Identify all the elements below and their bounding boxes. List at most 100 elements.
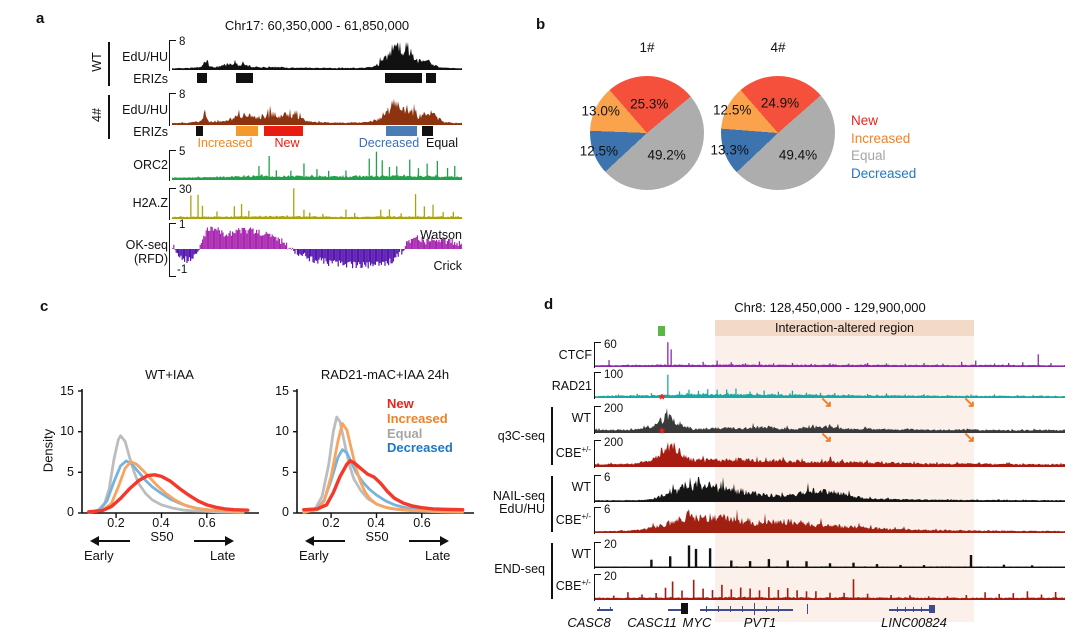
cbe-sup: +/-	[581, 512, 591, 521]
asterisk-marker-icon: *	[659, 391, 665, 408]
pie-chart-1: 25.3% 49.2% 12.5% 13.0%	[580, 76, 704, 190]
track-rad21	[595, 374, 1065, 398]
row-label-eduhu-4: EdU/HU	[122, 103, 168, 117]
cbe-text: CBE	[555, 579, 582, 594]
cbe-sup: +/-	[581, 445, 591, 454]
gene-label-myc: MYC	[682, 615, 712, 630]
scale-ok-top: 1	[179, 219, 186, 231]
track-eduhu-wt	[172, 42, 462, 70]
x-axis-label-1: S50	[150, 529, 174, 544]
scale-bracket-orc2	[169, 150, 176, 181]
gene-exon-tick	[730, 606, 732, 612]
track-h2az	[172, 188, 462, 219]
cbe-sup: +/-	[581, 578, 591, 587]
early-arrow-2	[305, 535, 345, 546]
ytick-15: 15	[60, 384, 74, 398]
eriz-box	[236, 73, 253, 83]
eriz-class-increased: Increased	[197, 136, 253, 150]
orange-arrow-icon: ↘	[963, 429, 976, 446]
ytick-5b: 5	[282, 465, 289, 479]
gene-exon-tick	[905, 607, 907, 612]
pie-slice-label: 49.2%	[647, 147, 686, 163]
legend-item-equal: Equal	[387, 425, 423, 441]
late-arrow-2	[409, 535, 449, 546]
row-label-q3c-wt: WT	[571, 411, 591, 425]
scale-end-wt: 20	[604, 539, 617, 551]
gene-exon-tick	[807, 604, 809, 614]
scale-bracket-end-cbe	[594, 574, 601, 601]
eriz-box	[422, 126, 433, 136]
scale-bracket-nail-cbe	[594, 507, 601, 534]
scale-bracket-q3c-cbe	[594, 440, 601, 468]
track-eduhu-4	[172, 98, 462, 125]
row-label-nail-cbe: CBE+/-	[521, 512, 591, 527]
orange-arrow-icon: ↘	[963, 394, 976, 411]
ytick-15b: 15	[275, 384, 289, 398]
pie-slice-label: 49.4%	[778, 147, 818, 163]
gene-annotation-track	[595, 600, 1065, 616]
scale-eduhu-4: 8	[179, 89, 186, 101]
legend-item-new: New	[387, 396, 414, 411]
scale-bracket-rad21	[594, 372, 601, 399]
scale-bracket-nail-wt	[594, 475, 601, 503]
scale-bracket-end-wt	[594, 542, 601, 569]
asterisk-marker-icon: *	[659, 425, 665, 442]
gene-line	[597, 609, 613, 611]
panel-c-label: c	[40, 298, 49, 315]
density-legend: New Increased Equal Decreased	[387, 396, 453, 456]
gene-exon-box	[929, 605, 935, 613]
row-label-okseq: OK-seq	[125, 238, 168, 252]
early-label-2: Early	[299, 548, 329, 563]
row-label-nail-wt: WT	[571, 480, 591, 494]
panel-a-title: Chr17: 60,350,000 - 61,850,000	[224, 18, 410, 33]
scale-q3c-wt: 200	[604, 403, 624, 415]
gene-exon-tick	[742, 606, 744, 612]
gene-label-casc11: CASC11	[627, 615, 677, 630]
density-plot-rad21	[293, 389, 474, 518]
scale-nail-wt: 6	[604, 472, 611, 484]
legend-item-decreased: Decreased	[851, 165, 917, 181]
ytick-0: 0	[67, 505, 74, 519]
group-label-end: END-seq	[494, 562, 545, 576]
panel-d-label: d	[544, 296, 554, 313]
xtick-04: 0.4	[152, 516, 170, 530]
orange-arrow-icon: ↘	[820, 394, 833, 411]
gene-label-casc8: CASC8	[567, 615, 611, 630]
erizs-4-row	[172, 126, 462, 136]
eriz-class-new: New	[274, 136, 300, 150]
gene-exon-tick	[913, 607, 915, 612]
legend-item-equal: Equal	[851, 148, 886, 163]
gene-label-linc00824: LINC00824	[881, 615, 947, 630]
late-label-1: Late	[210, 548, 236, 563]
pie-slice-label: 13.0%	[581, 103, 620, 119]
group-q3c-bracket	[551, 407, 553, 465]
green-peak-marker-icon	[658, 326, 665, 336]
gene-exon-tick	[706, 606, 708, 612]
row-label-erizs-4: ERIZs	[133, 125, 168, 139]
row-label-end-cbe: CBE+/-	[521, 578, 591, 593]
track-okseq-rfd	[172, 226, 462, 269]
panel-b-label: b	[536, 16, 546, 33]
track-nail-wt	[595, 477, 1065, 502]
eriz-box	[196, 73, 207, 83]
group-end-bracket	[551, 543, 553, 599]
pie-slice-label: 24.9%	[760, 95, 800, 111]
orange-arrow-icon: ↘	[820, 429, 833, 446]
legend-item-increased: Increased	[387, 410, 448, 426]
ytick-0b: 0	[282, 505, 289, 519]
interaction-region-band: Interaction-altered region	[715, 320, 974, 336]
scale-h2az: 30	[179, 184, 192, 196]
scale-ctcf: 60	[604, 339, 617, 351]
gene-exon-box	[681, 603, 688, 614]
eriz-box	[195, 126, 203, 136]
pie-slice-label: 13.3%	[710, 142, 749, 158]
row-label-end-wt: WT	[571, 547, 591, 561]
gene-exon-tick	[754, 603, 756, 615]
gene-exon-tick	[718, 606, 720, 612]
gene-line	[889, 609, 934, 611]
crick-label: Crick	[433, 259, 462, 273]
xtick-02: 0.2	[107, 516, 125, 530]
scale-q3c-cbe: 200	[604, 437, 624, 449]
scale-bracket-eduhu-wt	[169, 40, 176, 71]
